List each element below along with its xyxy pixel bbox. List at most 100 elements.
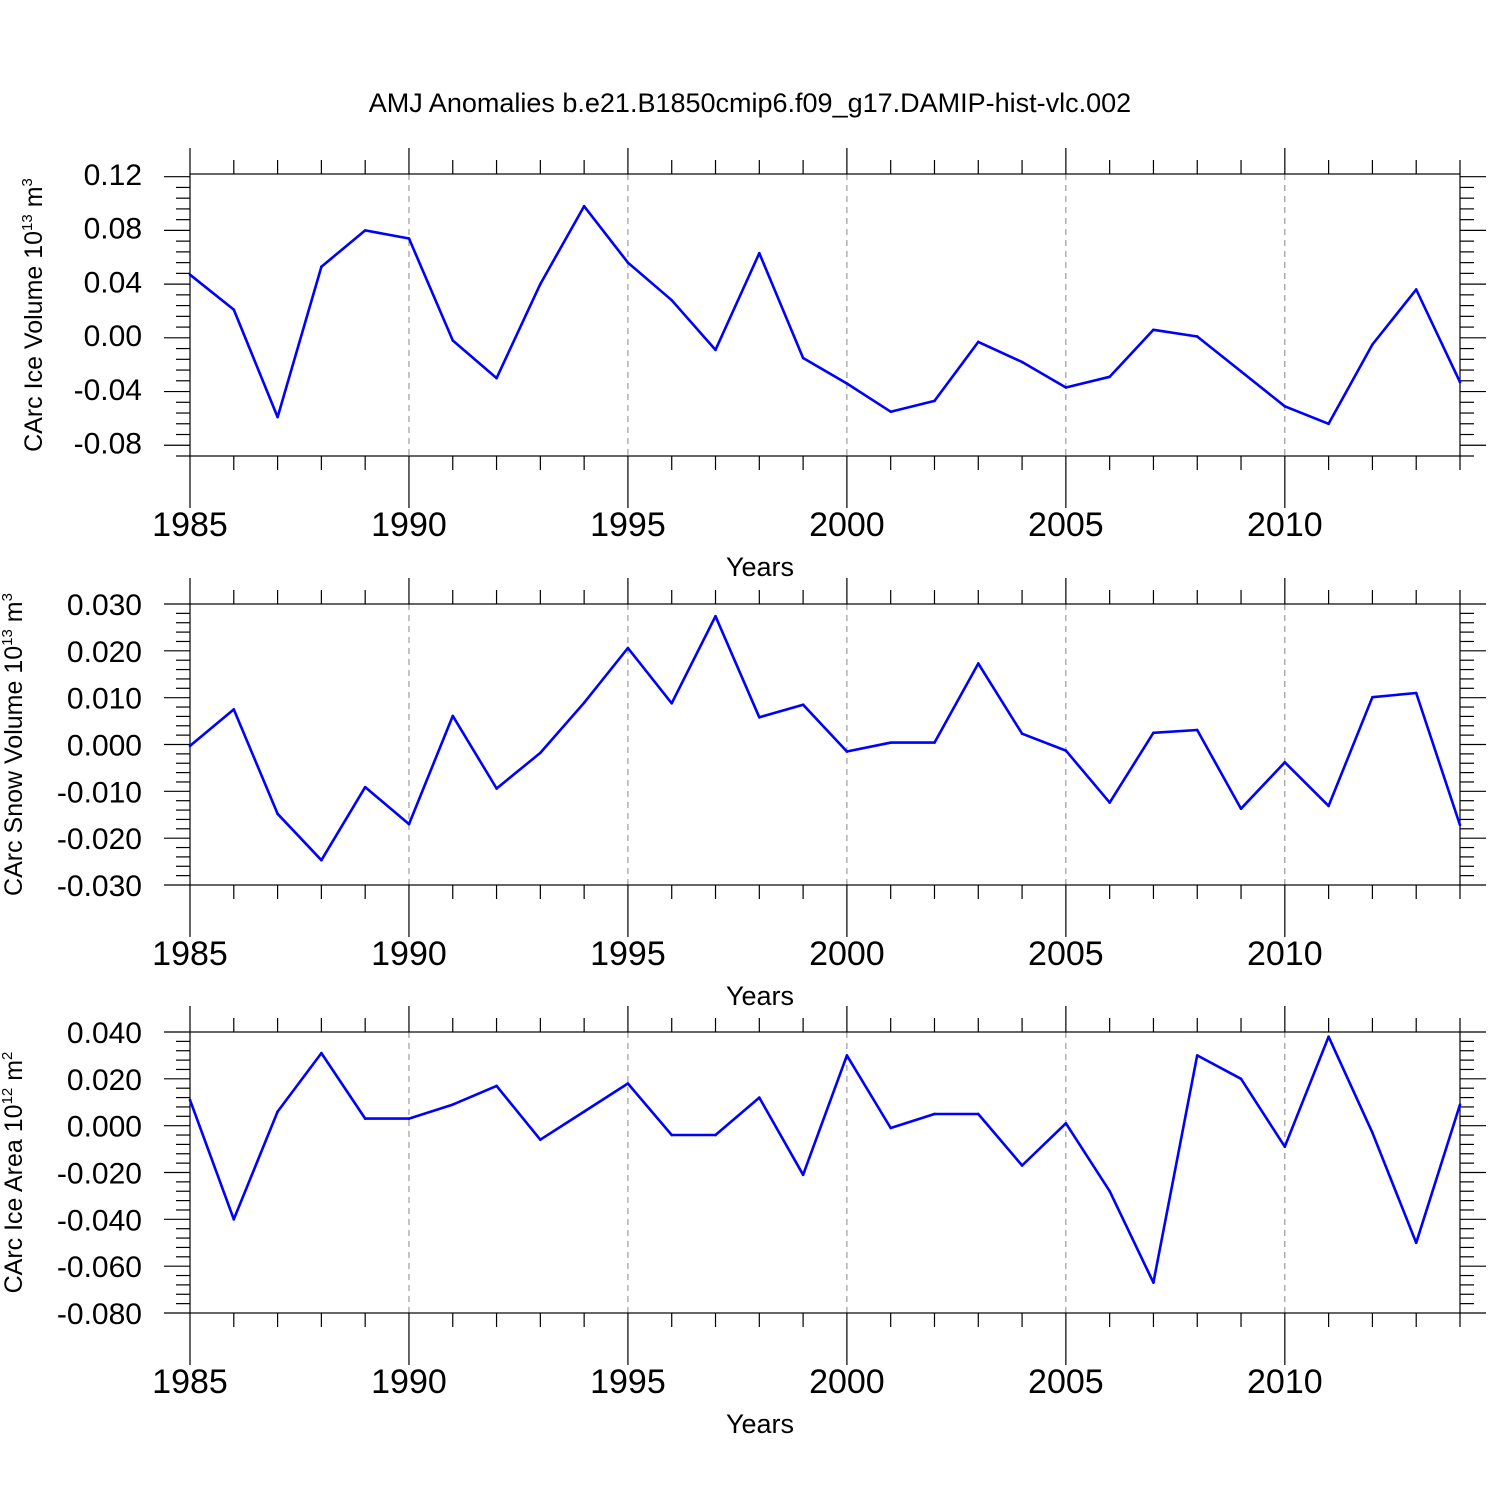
y-unit-exp: 13 — [0, 629, 16, 646]
y-tick-label: 0.04 — [84, 266, 142, 299]
y-unit-tail-exp: 3 — [0, 593, 16, 601]
x-tick-label: 1985 — [152, 935, 228, 973]
data-point — [845, 1054, 849, 1057]
data-point — [363, 1117, 367, 1120]
y-unit-base: 10 — [0, 1104, 28, 1139]
data-point — [1152, 328, 1155, 332]
data-point — [1239, 370, 1243, 373]
y-unit-base: 10 — [20, 231, 48, 266]
x-tick-label: 2000 — [809, 935, 885, 973]
data-point — [582, 1110, 586, 1113]
x-tick-label: 1985 — [152, 506, 228, 544]
data-point — [801, 356, 805, 360]
data-point — [320, 858, 323, 862]
data-point — [1152, 731, 1155, 735]
x-tick-label: 2000 — [809, 1363, 885, 1401]
y-tick-label: -0.030 — [57, 870, 142, 903]
data-point — [495, 787, 498, 790]
panel-ice-area: 1985 1990 1995 2000 2005 2010 0.040 0.020 0.000 -… — [0, 1006, 1486, 1439]
y-tick-label: 0.08 — [84, 213, 142, 246]
data-point — [188, 1098, 192, 1102]
data-point — [1020, 1164, 1024, 1167]
data-point — [363, 785, 367, 789]
data-point — [758, 251, 761, 255]
plot-frame — [189, 1031, 1461, 1314]
data-point — [495, 376, 498, 380]
series-line-ice-area — [188, 1035, 1462, 1284]
data-point — [451, 1103, 455, 1106]
data-point — [1195, 728, 1199, 732]
data-point — [1414, 691, 1418, 695]
data-point — [232, 308, 236, 311]
data-point — [1371, 1131, 1374, 1134]
y-tick-label: -0.010 — [57, 776, 142, 809]
data-point — [976, 662, 980, 665]
data-point — [276, 1110, 279, 1113]
panel-ice-volume: 1985 1990 1995 2000 2005 2010 0.12 0.08 0.04 0.00… — [19, 148, 1486, 582]
data-point — [845, 750, 849, 753]
data-point — [933, 741, 936, 744]
y-unit-base: 10 — [0, 646, 28, 681]
data-point — [1327, 422, 1330, 426]
y-tick-label: 0.12 — [84, 159, 142, 192]
x-tick-label: 2010 — [1247, 506, 1323, 544]
x-axis-label: Years — [726, 981, 794, 1011]
data-point — [714, 1133, 717, 1137]
data-point — [933, 1112, 936, 1116]
y-unit-tail: m — [0, 1060, 28, 1088]
x-tick-label: 1995 — [590, 1363, 666, 1401]
y-tick-label: -0.08 — [74, 428, 142, 461]
data-point — [1020, 732, 1024, 736]
data-point — [1283, 1145, 1287, 1149]
x-tick-label: 1990 — [371, 1363, 447, 1401]
x-tick-label: 1990 — [371, 506, 447, 544]
data-point — [626, 261, 630, 264]
data-point — [582, 204, 586, 208]
y-tick-label: -0.080 — [57, 1298, 142, 1331]
y-unit-tail-exp: 2 — [0, 1052, 16, 1060]
data-point — [1283, 760, 1287, 764]
y-tick-label: -0.060 — [57, 1251, 142, 1284]
y-unit-tail-exp: 3 — [19, 178, 36, 186]
x-axis-label: Years — [726, 552, 794, 582]
data-point — [1458, 380, 1462, 384]
data-point — [539, 751, 542, 755]
data-point — [451, 339, 455, 342]
data-point — [1108, 375, 1111, 379]
data-point — [889, 1126, 892, 1130]
data-point — [626, 1082, 630, 1085]
plot-frame — [189, 603, 1461, 886]
panels: 1985 1990 1995 2000 2005 2010 0.12 0.08 0.04 0.00… — [0, 148, 1486, 1439]
x-tick-label: 1985 — [152, 1363, 228, 1401]
data-point — [582, 701, 586, 705]
data-point — [1327, 1035, 1330, 1038]
data-point — [714, 614, 717, 618]
data-point — [1414, 1241, 1418, 1245]
data-point — [714, 348, 717, 352]
y-tick-label: -0.020 — [57, 823, 142, 856]
data-point — [670, 701, 674, 705]
data-point — [1064, 1122, 1068, 1125]
data-point — [539, 282, 542, 286]
data-point — [1152, 1281, 1155, 1284]
data-point — [1283, 405, 1287, 408]
data-point — [889, 741, 892, 744]
x-tick-label: 1995 — [590, 506, 666, 544]
plot-frame — [189, 173, 1461, 457]
data-point — [670, 1133, 674, 1137]
data-point — [407, 1117, 411, 1120]
data-point — [801, 1173, 805, 1177]
data-point — [1458, 823, 1462, 827]
x-tick-label: 2005 — [1028, 935, 1104, 973]
data-point — [1371, 695, 1374, 699]
data-point — [1195, 1054, 1199, 1057]
series-line-snow-volume — [189, 614, 1462, 862]
data-point — [933, 399, 936, 403]
x-tick-label: 2005 — [1028, 506, 1104, 544]
x-tick-label: 2000 — [809, 506, 885, 544]
data-point — [276, 812, 279, 816]
data-point — [407, 237, 411, 240]
y-tick-label: 0.000 — [67, 730, 142, 763]
x-axis-label: Years — [726, 1409, 794, 1439]
